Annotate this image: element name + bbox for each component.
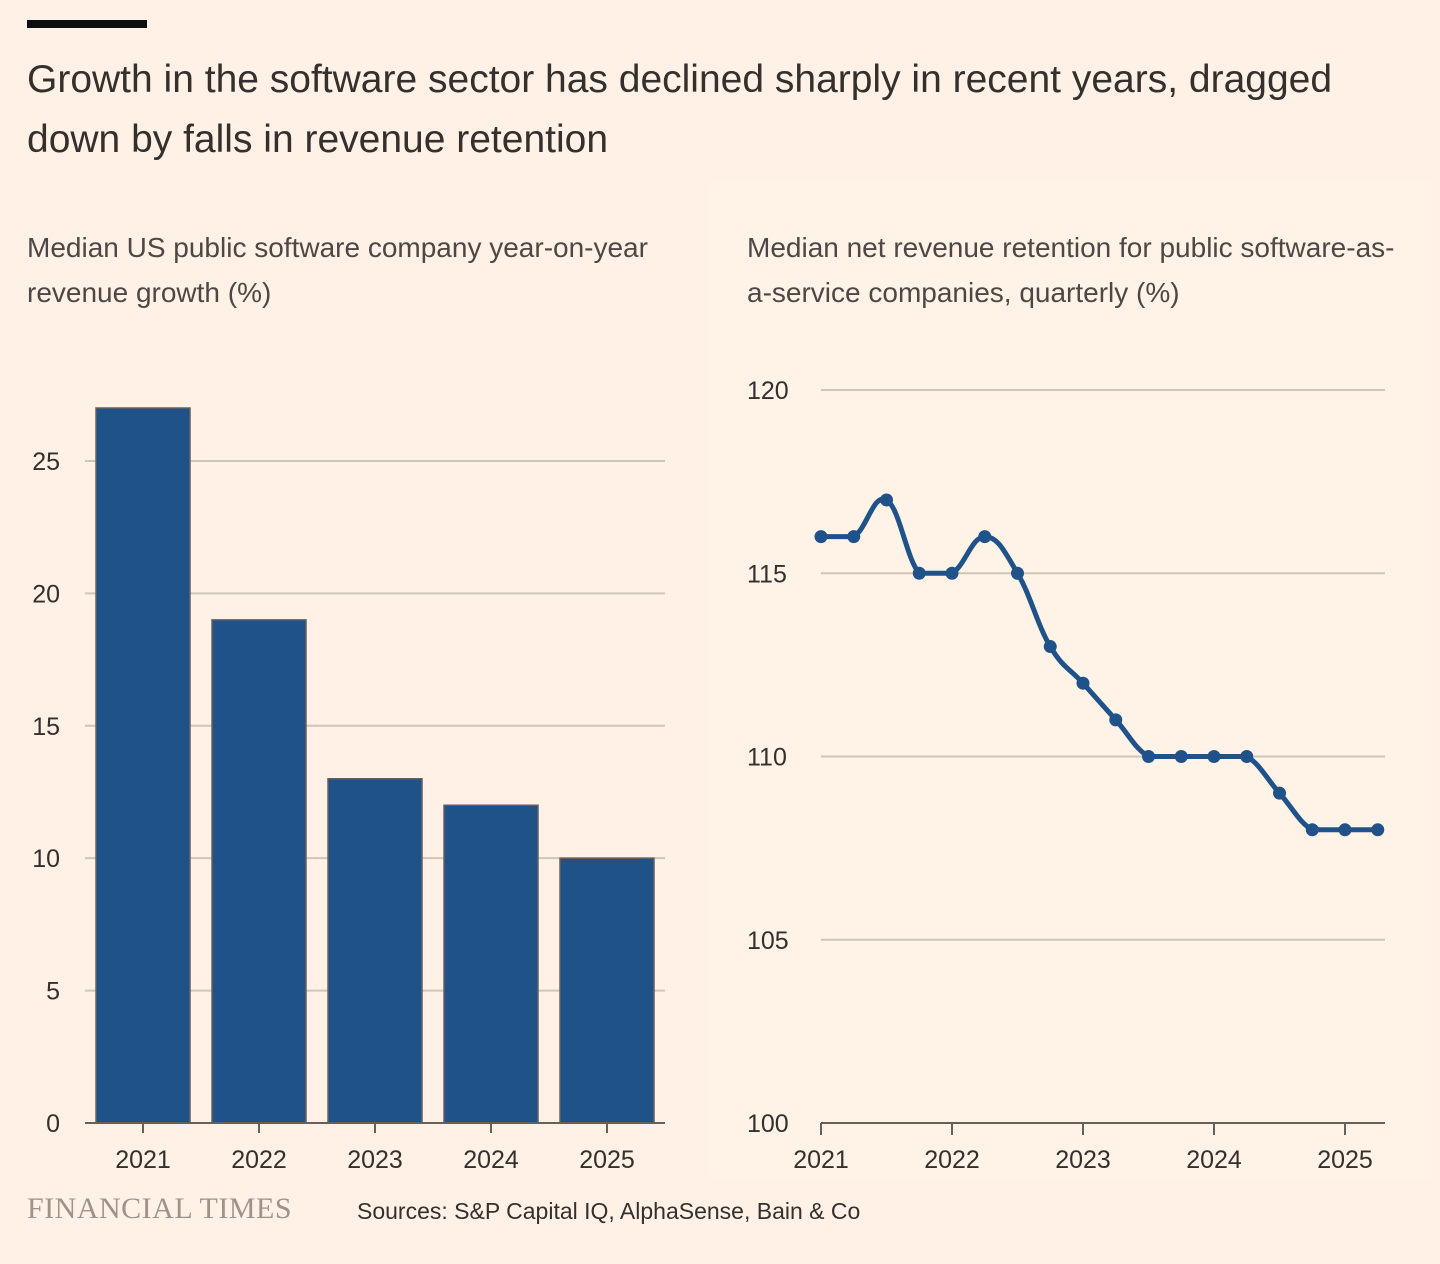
data-point	[880, 493, 893, 507]
x-tick-label: 2024	[463, 1146, 519, 1174]
data-point	[1011, 566, 1024, 580]
x-tick-label: 2021	[793, 1146, 849, 1174]
data-point	[847, 530, 861, 544]
y-tick-label: 115	[747, 560, 787, 588]
headline: Growth in the software sector has declin…	[27, 58, 1333, 161]
x-tick-label: 2023	[1055, 1146, 1111, 1174]
data-point	[1076, 676, 1090, 690]
data-point	[1207, 750, 1221, 763]
data-point	[1142, 750, 1155, 763]
y-tick-label: 5	[46, 978, 60, 1006]
y-tick-label: 15	[32, 713, 60, 741]
data-point	[912, 566, 926, 580]
bar	[327, 777, 423, 1124]
data-point	[978, 530, 992, 544]
x-tick-label: 2022	[924, 1146, 980, 1174]
data-point	[1174, 750, 1188, 763]
top-rule	[27, 20, 147, 28]
line-chart: 100 105 110 115 120 2021 2022 2023 2024 2025	[747, 377, 1385, 1174]
data-point	[1240, 750, 1254, 763]
y-tick-label: 0	[46, 1110, 60, 1138]
y-tick-label: 100	[747, 1110, 789, 1138]
y-tick-label: 110	[747, 744, 787, 772]
bar	[559, 857, 655, 1124]
series-line	[818, 496, 1381, 833]
ft-logo: FINANCIAL TIMES	[27, 1192, 293, 1225]
x-tick-label: 2025	[1317, 1146, 1373, 1174]
data-point	[1273, 786, 1286, 800]
bar	[211, 619, 307, 1124]
x-tick-label: 2024	[1186, 1146, 1242, 1174]
x-tick-label: 2025	[579, 1146, 635, 1174]
data-point	[1043, 640, 1057, 654]
x-tick-label: 2022	[231, 1146, 287, 1174]
data-point	[1109, 713, 1123, 727]
bar-chart-panel: Median US public software company year-o…	[0, 180, 700, 1180]
bar-chart-title: Median US public software company year-o…	[27, 232, 648, 308]
y-tick-label: 120	[747, 377, 789, 405]
y-tick-label: 20	[32, 580, 60, 608]
data-point	[814, 530, 828, 544]
y-tick-label: 25	[32, 448, 60, 476]
x-tick-label: 2021	[115, 1146, 171, 1174]
sources-note: Sources: S&P Capital IQ, AlphaSense, Bai…	[357, 1198, 861, 1224]
data-point	[1371, 823, 1385, 837]
line-chart-title: Median net revenue retention for public …	[747, 232, 1395, 308]
y-tick-label: 10	[32, 845, 60, 873]
data-point	[1305, 823, 1319, 837]
bar	[95, 407, 191, 1124]
data-point	[1338, 823, 1352, 837]
bar	[443, 804, 539, 1124]
line-chart-panel: Median net revenue retention for public …	[710, 180, 1430, 1180]
data-point	[945, 566, 959, 580]
x-tick-label: 2023	[347, 1146, 403, 1174]
y-tick-label: 105	[747, 927, 789, 955]
